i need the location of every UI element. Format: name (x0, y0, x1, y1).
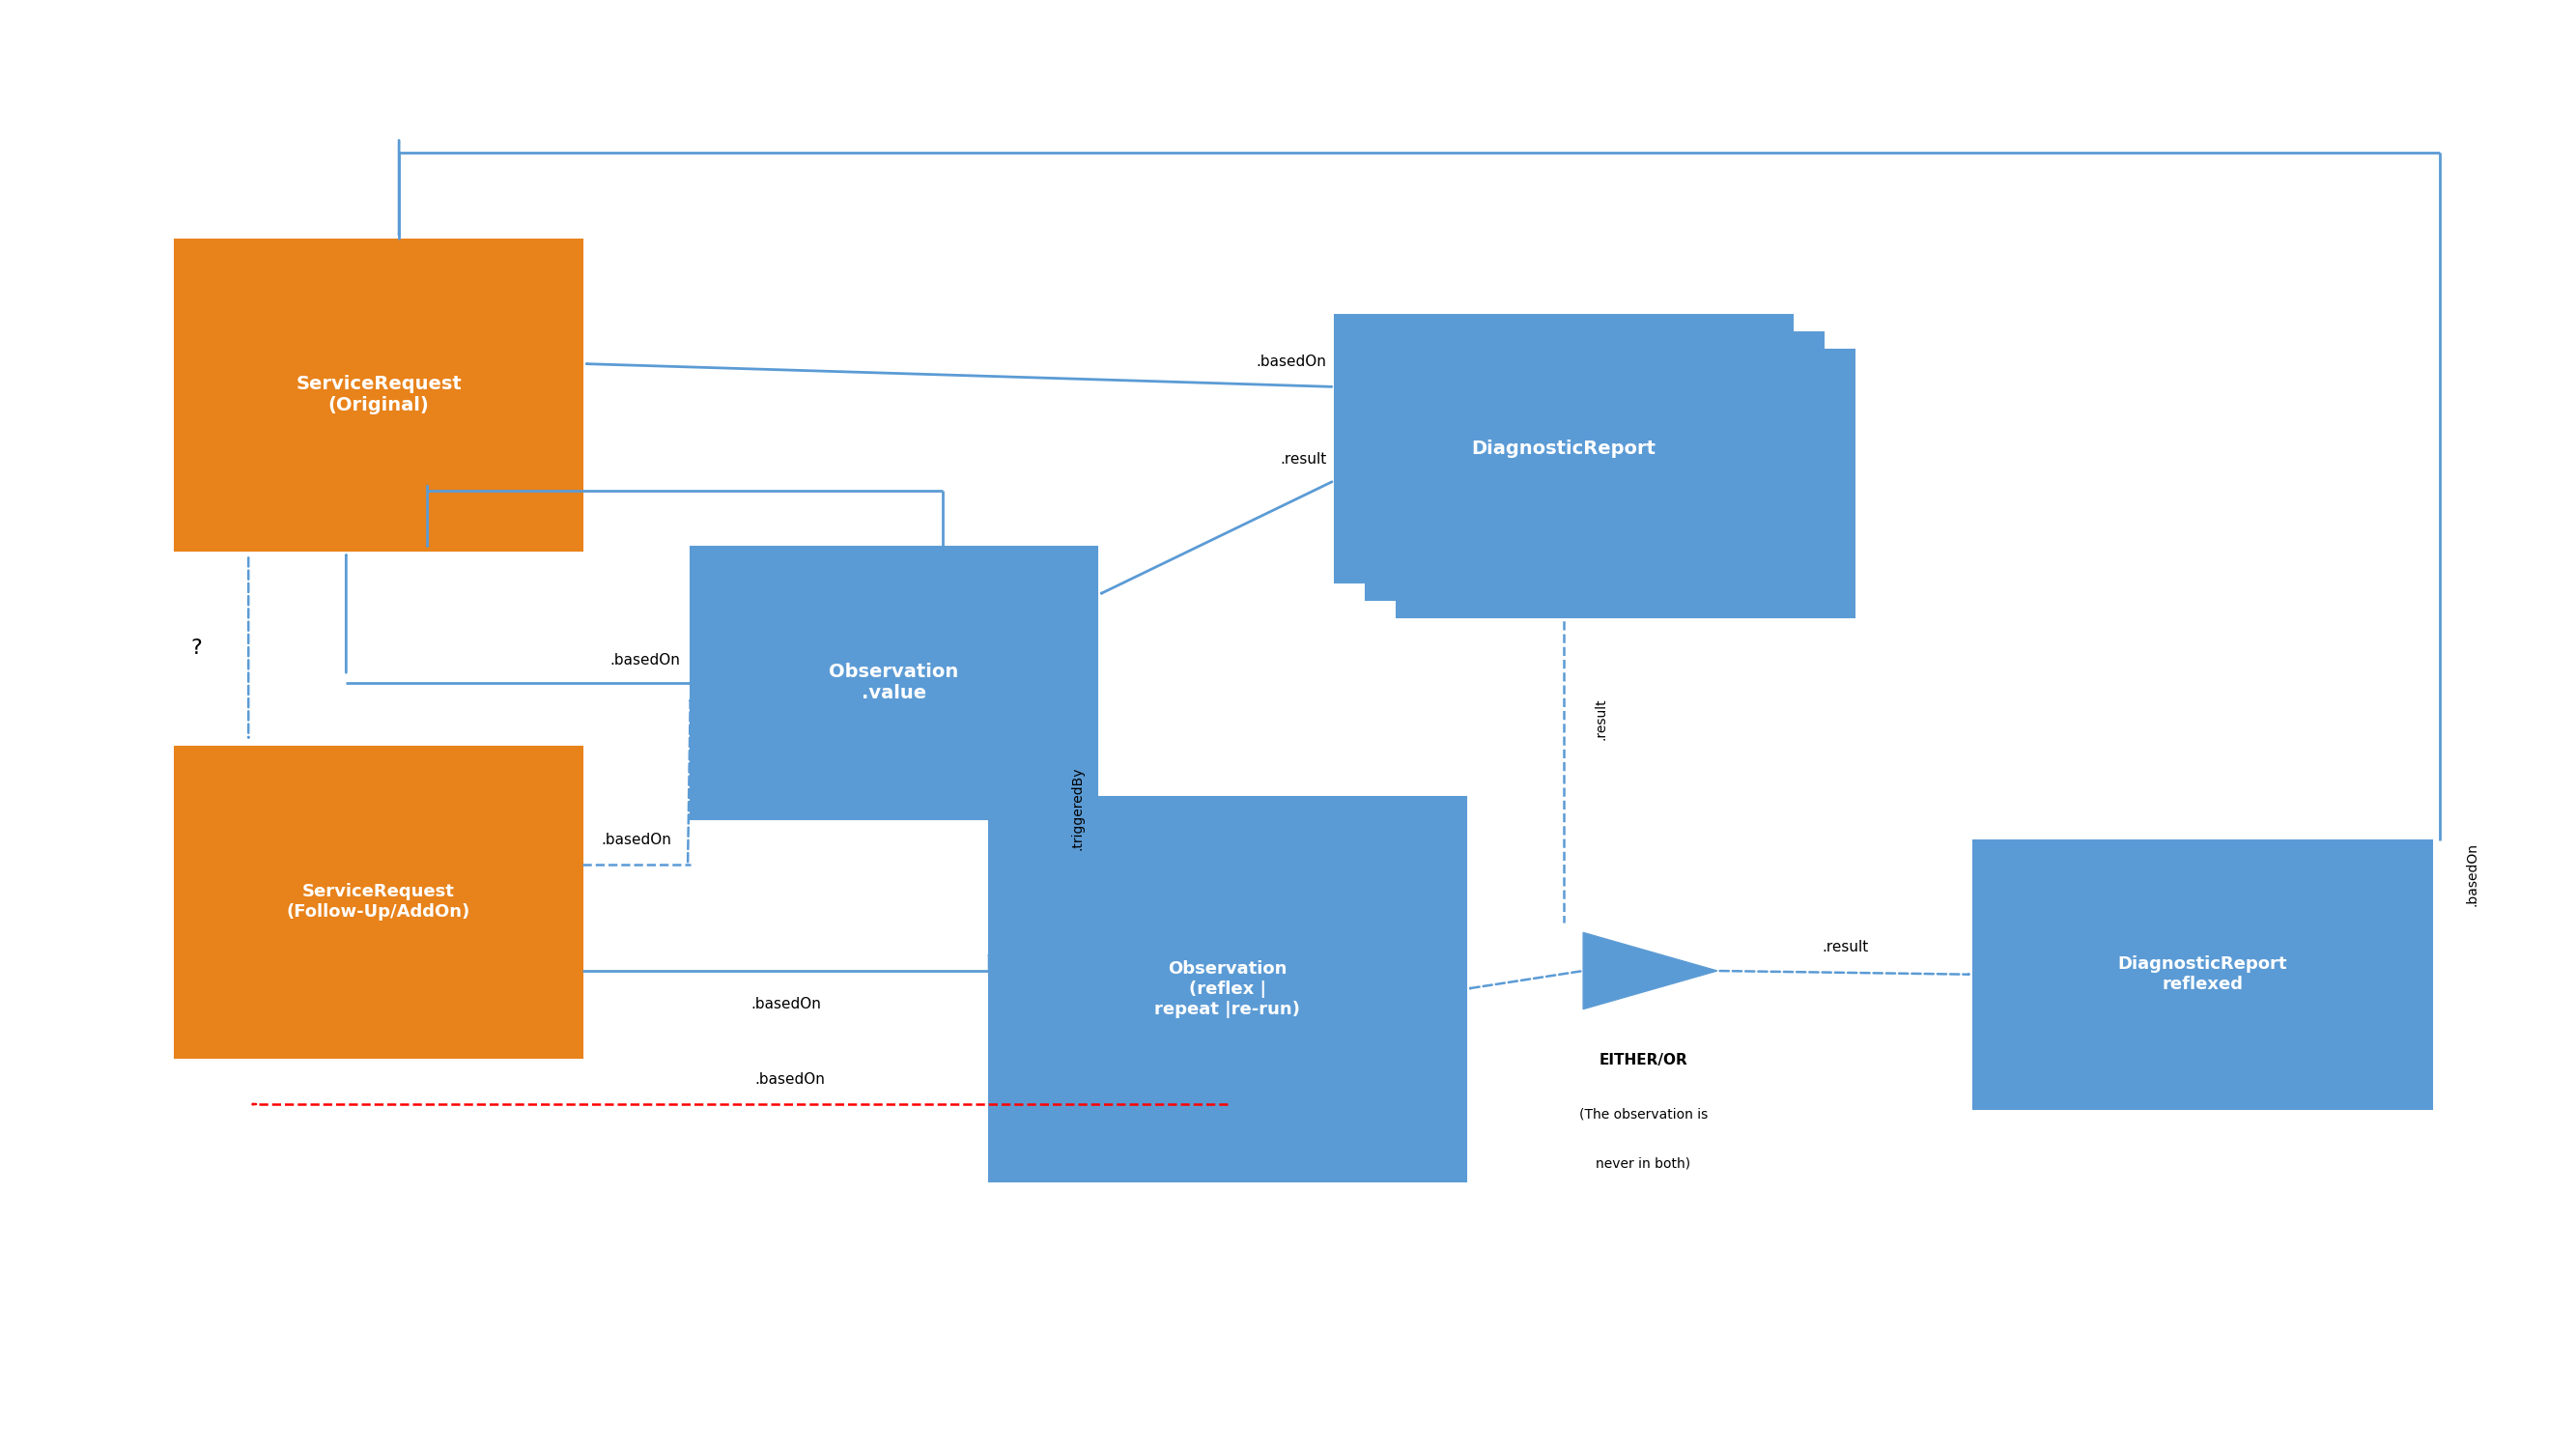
Text: .basedOn: .basedOn (2465, 842, 2478, 906)
Text: .basedOn: .basedOn (600, 833, 672, 848)
Text: Observation
(reflex |
repeat |re-run): Observation (reflex | repeat |re-run) (1154, 961, 1301, 1017)
Text: ServiceRequest
(Original): ServiceRequest (Original) (296, 375, 461, 414)
Text: never in both): never in both) (1597, 1156, 1690, 1171)
Text: Observation
.value: Observation .value (829, 662, 958, 703)
FancyBboxPatch shape (690, 546, 1097, 819)
FancyBboxPatch shape (989, 797, 1466, 1181)
Text: .result: .result (1821, 940, 1868, 955)
Text: .triggeredBy: .triggeredBy (1072, 767, 1084, 849)
Text: ?: ? (191, 639, 201, 658)
Text: .result: .result (1280, 452, 1327, 467)
Text: ServiceRequest
(Follow-Up/AddOn): ServiceRequest (Follow-Up/AddOn) (286, 884, 471, 920)
Text: .basedOn: .basedOn (750, 997, 822, 1011)
FancyBboxPatch shape (1334, 314, 1793, 582)
FancyBboxPatch shape (1396, 349, 1855, 617)
Text: .basedOn: .basedOn (1257, 355, 1327, 369)
Text: DiagnosticReport: DiagnosticReport (1471, 439, 1656, 458)
Polygon shape (1584, 933, 1718, 1009)
FancyBboxPatch shape (175, 239, 582, 551)
Text: .basedOn: .basedOn (611, 653, 680, 668)
Text: DiagnosticReport
reflexed: DiagnosticReport reflexed (2117, 956, 2287, 993)
FancyBboxPatch shape (1973, 840, 2432, 1108)
Text: EITHER/OR: EITHER/OR (1600, 1052, 1687, 1066)
Text: .basedOn: .basedOn (755, 1072, 824, 1087)
FancyBboxPatch shape (175, 746, 582, 1058)
Text: (The observation is: (The observation is (1579, 1107, 1708, 1122)
FancyBboxPatch shape (1365, 332, 1824, 600)
Text: .result: .result (1595, 697, 1607, 740)
